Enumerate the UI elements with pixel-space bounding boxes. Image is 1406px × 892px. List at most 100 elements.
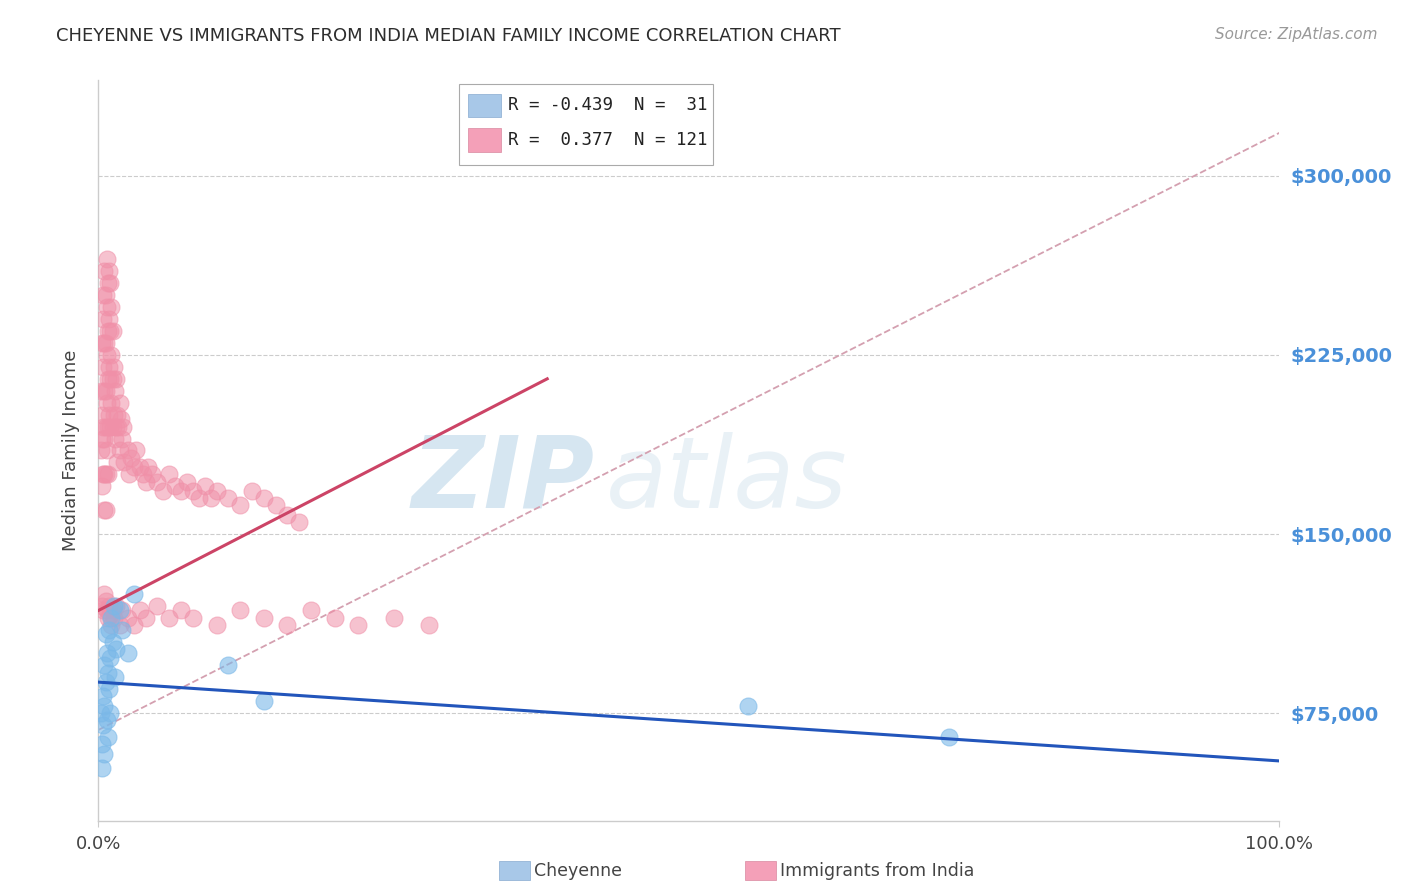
Point bbox=[128, 603, 150, 617]
Point bbox=[94, 467, 117, 482]
FancyBboxPatch shape bbox=[458, 84, 713, 165]
Point bbox=[93, 336, 115, 351]
Point bbox=[117, 647, 139, 661]
FancyBboxPatch shape bbox=[468, 128, 501, 153]
Point bbox=[118, 467, 141, 482]
Point bbox=[91, 359, 114, 374]
Point bbox=[121, 450, 143, 465]
Text: Cheyenne: Cheyenne bbox=[534, 862, 623, 880]
Point bbox=[94, 627, 117, 641]
Point bbox=[100, 348, 122, 362]
Point bbox=[94, 384, 117, 398]
Point bbox=[105, 419, 128, 434]
Point bbox=[91, 599, 114, 613]
Point bbox=[91, 432, 114, 446]
Point bbox=[101, 634, 124, 648]
Text: Source: ZipAtlas.com: Source: ZipAtlas.com bbox=[1215, 27, 1378, 42]
Point bbox=[253, 610, 276, 624]
Point bbox=[96, 395, 118, 409]
Point bbox=[108, 617, 131, 632]
Point bbox=[90, 443, 112, 458]
Point bbox=[117, 443, 139, 458]
Point bbox=[96, 300, 118, 314]
Point bbox=[96, 714, 118, 728]
Point bbox=[98, 706, 121, 721]
Point bbox=[91, 312, 114, 326]
Point bbox=[94, 503, 117, 517]
Point bbox=[100, 617, 122, 632]
Point bbox=[194, 479, 217, 493]
Point bbox=[96, 443, 118, 458]
Point bbox=[229, 603, 252, 617]
Point bbox=[181, 610, 204, 624]
Point bbox=[105, 641, 128, 656]
Point bbox=[98, 599, 121, 613]
Point bbox=[111, 432, 134, 446]
Point bbox=[170, 484, 193, 499]
Point bbox=[98, 651, 121, 665]
Point bbox=[91, 603, 114, 617]
Point bbox=[141, 467, 163, 482]
Point bbox=[93, 384, 115, 398]
Point bbox=[288, 515, 311, 529]
Point bbox=[135, 610, 157, 624]
FancyBboxPatch shape bbox=[468, 94, 501, 118]
Point bbox=[112, 455, 135, 469]
Point bbox=[98, 419, 121, 434]
Point bbox=[165, 479, 187, 493]
Point bbox=[105, 599, 128, 613]
Text: R =  0.377  N = 121: R = 0.377 N = 121 bbox=[508, 131, 707, 149]
Point bbox=[217, 491, 239, 506]
Point bbox=[253, 694, 276, 708]
Point bbox=[104, 670, 127, 684]
Point bbox=[152, 484, 174, 499]
Point bbox=[299, 603, 322, 617]
Point bbox=[97, 467, 120, 482]
Point bbox=[91, 690, 114, 704]
Point bbox=[93, 698, 115, 713]
Text: ZIP: ZIP bbox=[412, 432, 595, 529]
Point bbox=[105, 372, 128, 386]
Point bbox=[97, 277, 120, 291]
Point bbox=[418, 617, 440, 632]
Point bbox=[157, 467, 180, 482]
Point bbox=[323, 610, 346, 624]
Point bbox=[132, 467, 155, 482]
Point bbox=[97, 610, 120, 624]
Point bbox=[240, 484, 263, 499]
Point bbox=[97, 372, 120, 386]
Point bbox=[97, 419, 120, 434]
Point bbox=[108, 395, 131, 409]
Point bbox=[93, 467, 115, 482]
Point bbox=[94, 336, 117, 351]
Point bbox=[91, 288, 114, 302]
Point bbox=[91, 467, 114, 482]
Point bbox=[101, 324, 124, 338]
Point bbox=[91, 479, 114, 493]
Point bbox=[94, 594, 117, 608]
Point bbox=[93, 658, 115, 673]
Point bbox=[91, 761, 114, 775]
Point bbox=[101, 603, 124, 617]
Point bbox=[94, 419, 117, 434]
Point bbox=[98, 623, 121, 637]
Point bbox=[170, 603, 193, 617]
Point bbox=[97, 730, 120, 744]
Point bbox=[98, 324, 121, 338]
Point bbox=[347, 617, 370, 632]
Point bbox=[96, 348, 118, 362]
Point bbox=[93, 432, 115, 446]
Point bbox=[93, 503, 115, 517]
Point bbox=[111, 603, 134, 617]
Point bbox=[98, 408, 121, 422]
Point bbox=[98, 277, 121, 291]
Point bbox=[93, 587, 115, 601]
Point bbox=[104, 432, 127, 446]
Point bbox=[176, 475, 198, 489]
Text: Immigrants from India: Immigrants from India bbox=[780, 862, 974, 880]
Point bbox=[96, 252, 118, 267]
Point bbox=[96, 647, 118, 661]
Text: CHEYENNE VS IMMIGRANTS FROM INDIA MEDIAN FAMILY INCOME CORRELATION CHART: CHEYENNE VS IMMIGRANTS FROM INDIA MEDIAN… bbox=[56, 27, 841, 45]
Point bbox=[104, 384, 127, 398]
Point bbox=[98, 312, 121, 326]
